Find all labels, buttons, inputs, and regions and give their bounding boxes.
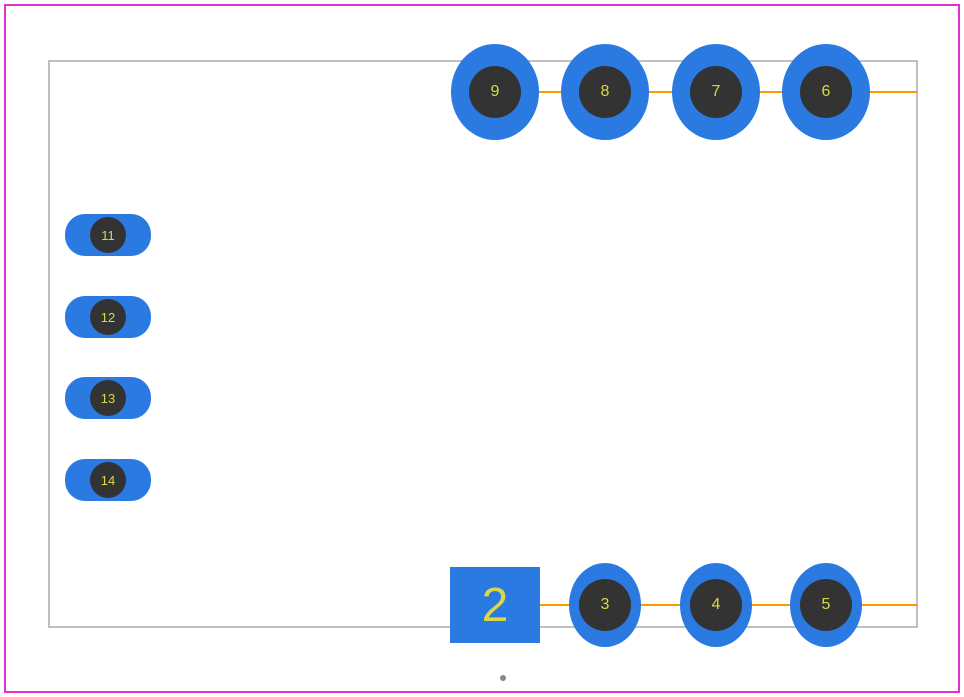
bottom-label-4: 4 bbox=[690, 579, 742, 631]
left-label-13: 13 bbox=[90, 380, 126, 416]
top-label-6: 6 bbox=[800, 66, 852, 118]
left-label-12: 12 bbox=[90, 299, 126, 335]
bottom-label-2: 2 bbox=[450, 567, 540, 643]
top-label-8: 8 bbox=[579, 66, 631, 118]
bottom-label-3: 3 bbox=[579, 579, 631, 631]
top-label-9: 9 bbox=[469, 66, 521, 118]
top-label-7: 7 bbox=[690, 66, 742, 118]
center-marker bbox=[500, 675, 506, 681]
left-label-11: 11 bbox=[90, 217, 126, 253]
pcb-outline bbox=[48, 60, 918, 628]
bottom-label-5: 5 bbox=[800, 579, 852, 631]
left-label-14: 14 bbox=[90, 462, 126, 498]
